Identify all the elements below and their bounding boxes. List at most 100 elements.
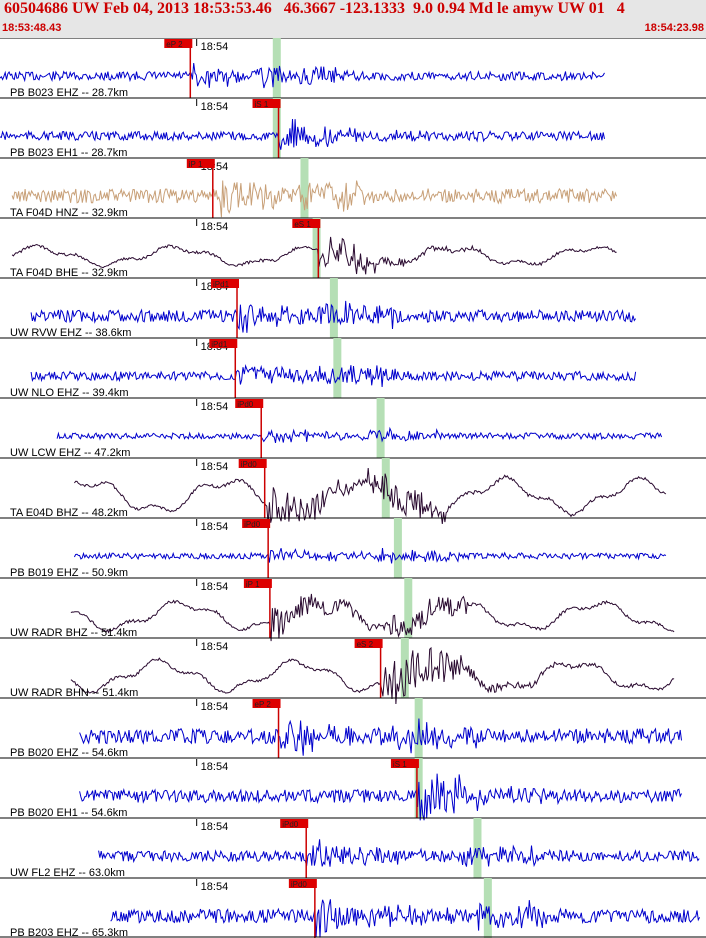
- station-label: PB B023 EH1 -- 28.7km: [10, 147, 127, 159]
- pick-box: [252, 99, 281, 108]
- waveform-trace: [11, 180, 618, 218]
- minute-tick-label: 18:54: [201, 221, 229, 233]
- trace-row: 18:54 iS 1 PB B023 EH1 -- 28.7km: [0, 97, 706, 159]
- station-label: PB B019 EHZ -- 50.9km: [10, 567, 128, 579]
- pick-box: [354, 639, 383, 648]
- pick-box: [288, 879, 317, 888]
- trace-row: 18:54 eS 1 TA F04D BHE -- 32.9km: [0, 217, 706, 279]
- waveform-trace: [110, 899, 701, 938]
- pick-label: iPd0: [291, 880, 308, 889]
- arrival-band: [381, 458, 390, 518]
- pick-label: eS 2: [357, 640, 374, 649]
- waveform-trace: [70, 646, 675, 705]
- start-time: 18:53:48.43: [2, 22, 62, 34]
- arrival-band: [312, 218, 321, 278]
- trace-row: 18:54iPd1UW RVW EHZ -- 38.6km: [0, 277, 706, 339]
- trace-row: 18:54 iPd0 PB B019 EHZ -- 50.9km: [0, 517, 706, 579]
- waveform-trace: [11, 236, 617, 275]
- waveform-trace: [30, 300, 637, 333]
- minute-tick-label: 18:54: [201, 821, 229, 833]
- pick-box: [243, 579, 272, 588]
- arrival-band: [300, 158, 309, 218]
- waveform-trace: [74, 467, 667, 525]
- station-label: PB B020 EH1 -- 54.6km: [10, 807, 127, 819]
- header-bar: 60504686 UW Feb 04, 2013 18:53:53.46 46.…: [0, 0, 706, 38]
- minute-tick-label: 18:54: [201, 521, 229, 533]
- pick-box: [211, 279, 240, 288]
- arrival-band: [473, 818, 482, 878]
- pick-label: iPd0: [282, 820, 299, 829]
- pick-label: eP 2: [166, 40, 183, 49]
- trace-row: 18:54 eP 2 PB B023 EHZ -- 28.7km: [0, 38, 706, 99]
- station-label: TA F04D BHE -- 32.9km: [10, 267, 128, 279]
- pick-label: iPd1: [211, 340, 228, 349]
- trace-row: 18:54 iP 1 UW RADR BHZ -- 51.4km: [0, 577, 706, 642]
- waveform-trace: [73, 547, 667, 564]
- station-label: UW FL2 EHZ -- 63.0km: [10, 867, 125, 879]
- waveform-trace: [79, 773, 682, 821]
- minute-tick-label: 18:54: [201, 41, 229, 53]
- station-label: PB B203 EHZ -- 65.3km: [10, 927, 128, 938]
- pick-label: iPd1: [213, 280, 230, 289]
- event-title: 60504686 UW Feb 04, 2013 18:53:53.46 46.…: [4, 0, 625, 17]
- minute-tick-label: 18:54: [201, 581, 229, 593]
- trace-row: 18:54 iPd0 UW LCW EHZ -- 47.2km: [0, 397, 706, 459]
- pick-box: [242, 519, 271, 528]
- station-label: UW RADR BHZ -- 51.4km: [10, 627, 137, 639]
- arrival-band: [404, 578, 413, 638]
- arrival-band: [483, 878, 492, 938]
- pick-label: iPd0: [241, 460, 258, 469]
- trace-row: 18:54 iPd0 UW FL2 EHZ -- 63.0km: [0, 817, 706, 879]
- trace-row: 18:54 iPd0 TA E04D BHZ -- 48.2km: [0, 457, 706, 525]
- trace-row: 18:54iPd1UW NLO EHZ -- 39.4km: [0, 337, 706, 399]
- pick-box: [252, 699, 281, 708]
- pick-label: eP 2: [255, 700, 272, 709]
- station-label: UW LCW EHZ -- 47.2km: [10, 447, 130, 459]
- trace-row: 18:54 iS 1 PB B020 EH1 -- 54.6km: [0, 757, 706, 821]
- end-time: 18:54:23.98: [644, 22, 704, 34]
- arrival-band: [272, 98, 281, 158]
- arrival-band: [376, 398, 385, 458]
- minute-tick-label: 18:54: [201, 701, 229, 713]
- pick-box: [292, 219, 321, 228]
- pick-box: [390, 759, 419, 768]
- waveform-trace: [0, 118, 605, 150]
- pick-label: iPd0: [244, 520, 261, 529]
- arrival-band: [393, 518, 402, 578]
- minute-tick-label: 18:54: [201, 761, 229, 773]
- pick-label: iP 1: [189, 160, 203, 169]
- station-label: UW NLO EHZ -- 39.4km: [10, 387, 129, 399]
- station-label: UW RVW EHZ -- 38.6km: [10, 327, 131, 339]
- minute-tick-label: 18:54: [201, 881, 229, 893]
- station-label: UW RADR BHN -- 51.4km: [10, 687, 138, 699]
- minute-tick-label: 18:54: [201, 401, 229, 413]
- station-label: TA E04D BHZ -- 48.2km: [10, 507, 128, 519]
- trace-row: 18:54 eS 2 UW RADR BHN -- 51.4km: [0, 637, 706, 705]
- arrival-band: [329, 278, 338, 338]
- waveform-trace: [30, 363, 637, 388]
- pick-label: iP 1: [246, 580, 260, 589]
- station-label: TA F04D HNZ -- 32.9km: [10, 207, 128, 219]
- minute-tick-label: 18:54: [201, 461, 229, 473]
- station-label: PB B023 EHZ -- 28.7km: [10, 87, 128, 99]
- pick-box: [164, 39, 193, 48]
- minute-tick-label: 18:54: [201, 101, 229, 113]
- seismogram-plot: 18:54 eP 2 PB B023 EHZ -- 28.7km 18:54 iS 1 P…: [0, 38, 706, 938]
- pick-box: [235, 399, 264, 408]
- arrival-band: [400, 638, 409, 698]
- pick-label: iS 1: [393, 760, 407, 769]
- waveform-trace: [98, 839, 700, 868]
- trace-row: 18:54 iPd0 PB B203 EHZ -- 65.3km: [0, 877, 706, 938]
- pick-box: [280, 819, 309, 828]
- waveform-trace: [56, 426, 663, 444]
- pick-label: eS 1: [294, 220, 311, 229]
- arrival-band: [333, 338, 342, 398]
- pick-label: iPd0: [237, 400, 254, 409]
- pick-label: iS 1: [255, 100, 269, 109]
- pick-box: [238, 459, 267, 468]
- station-label: PB B020 EHZ -- 54.6km: [10, 747, 128, 759]
- trace-row: 18:54 eP 2 PB B020 EHZ -- 54.6km: [0, 697, 706, 759]
- pick-box: [209, 339, 238, 348]
- pick-box: [186, 159, 215, 168]
